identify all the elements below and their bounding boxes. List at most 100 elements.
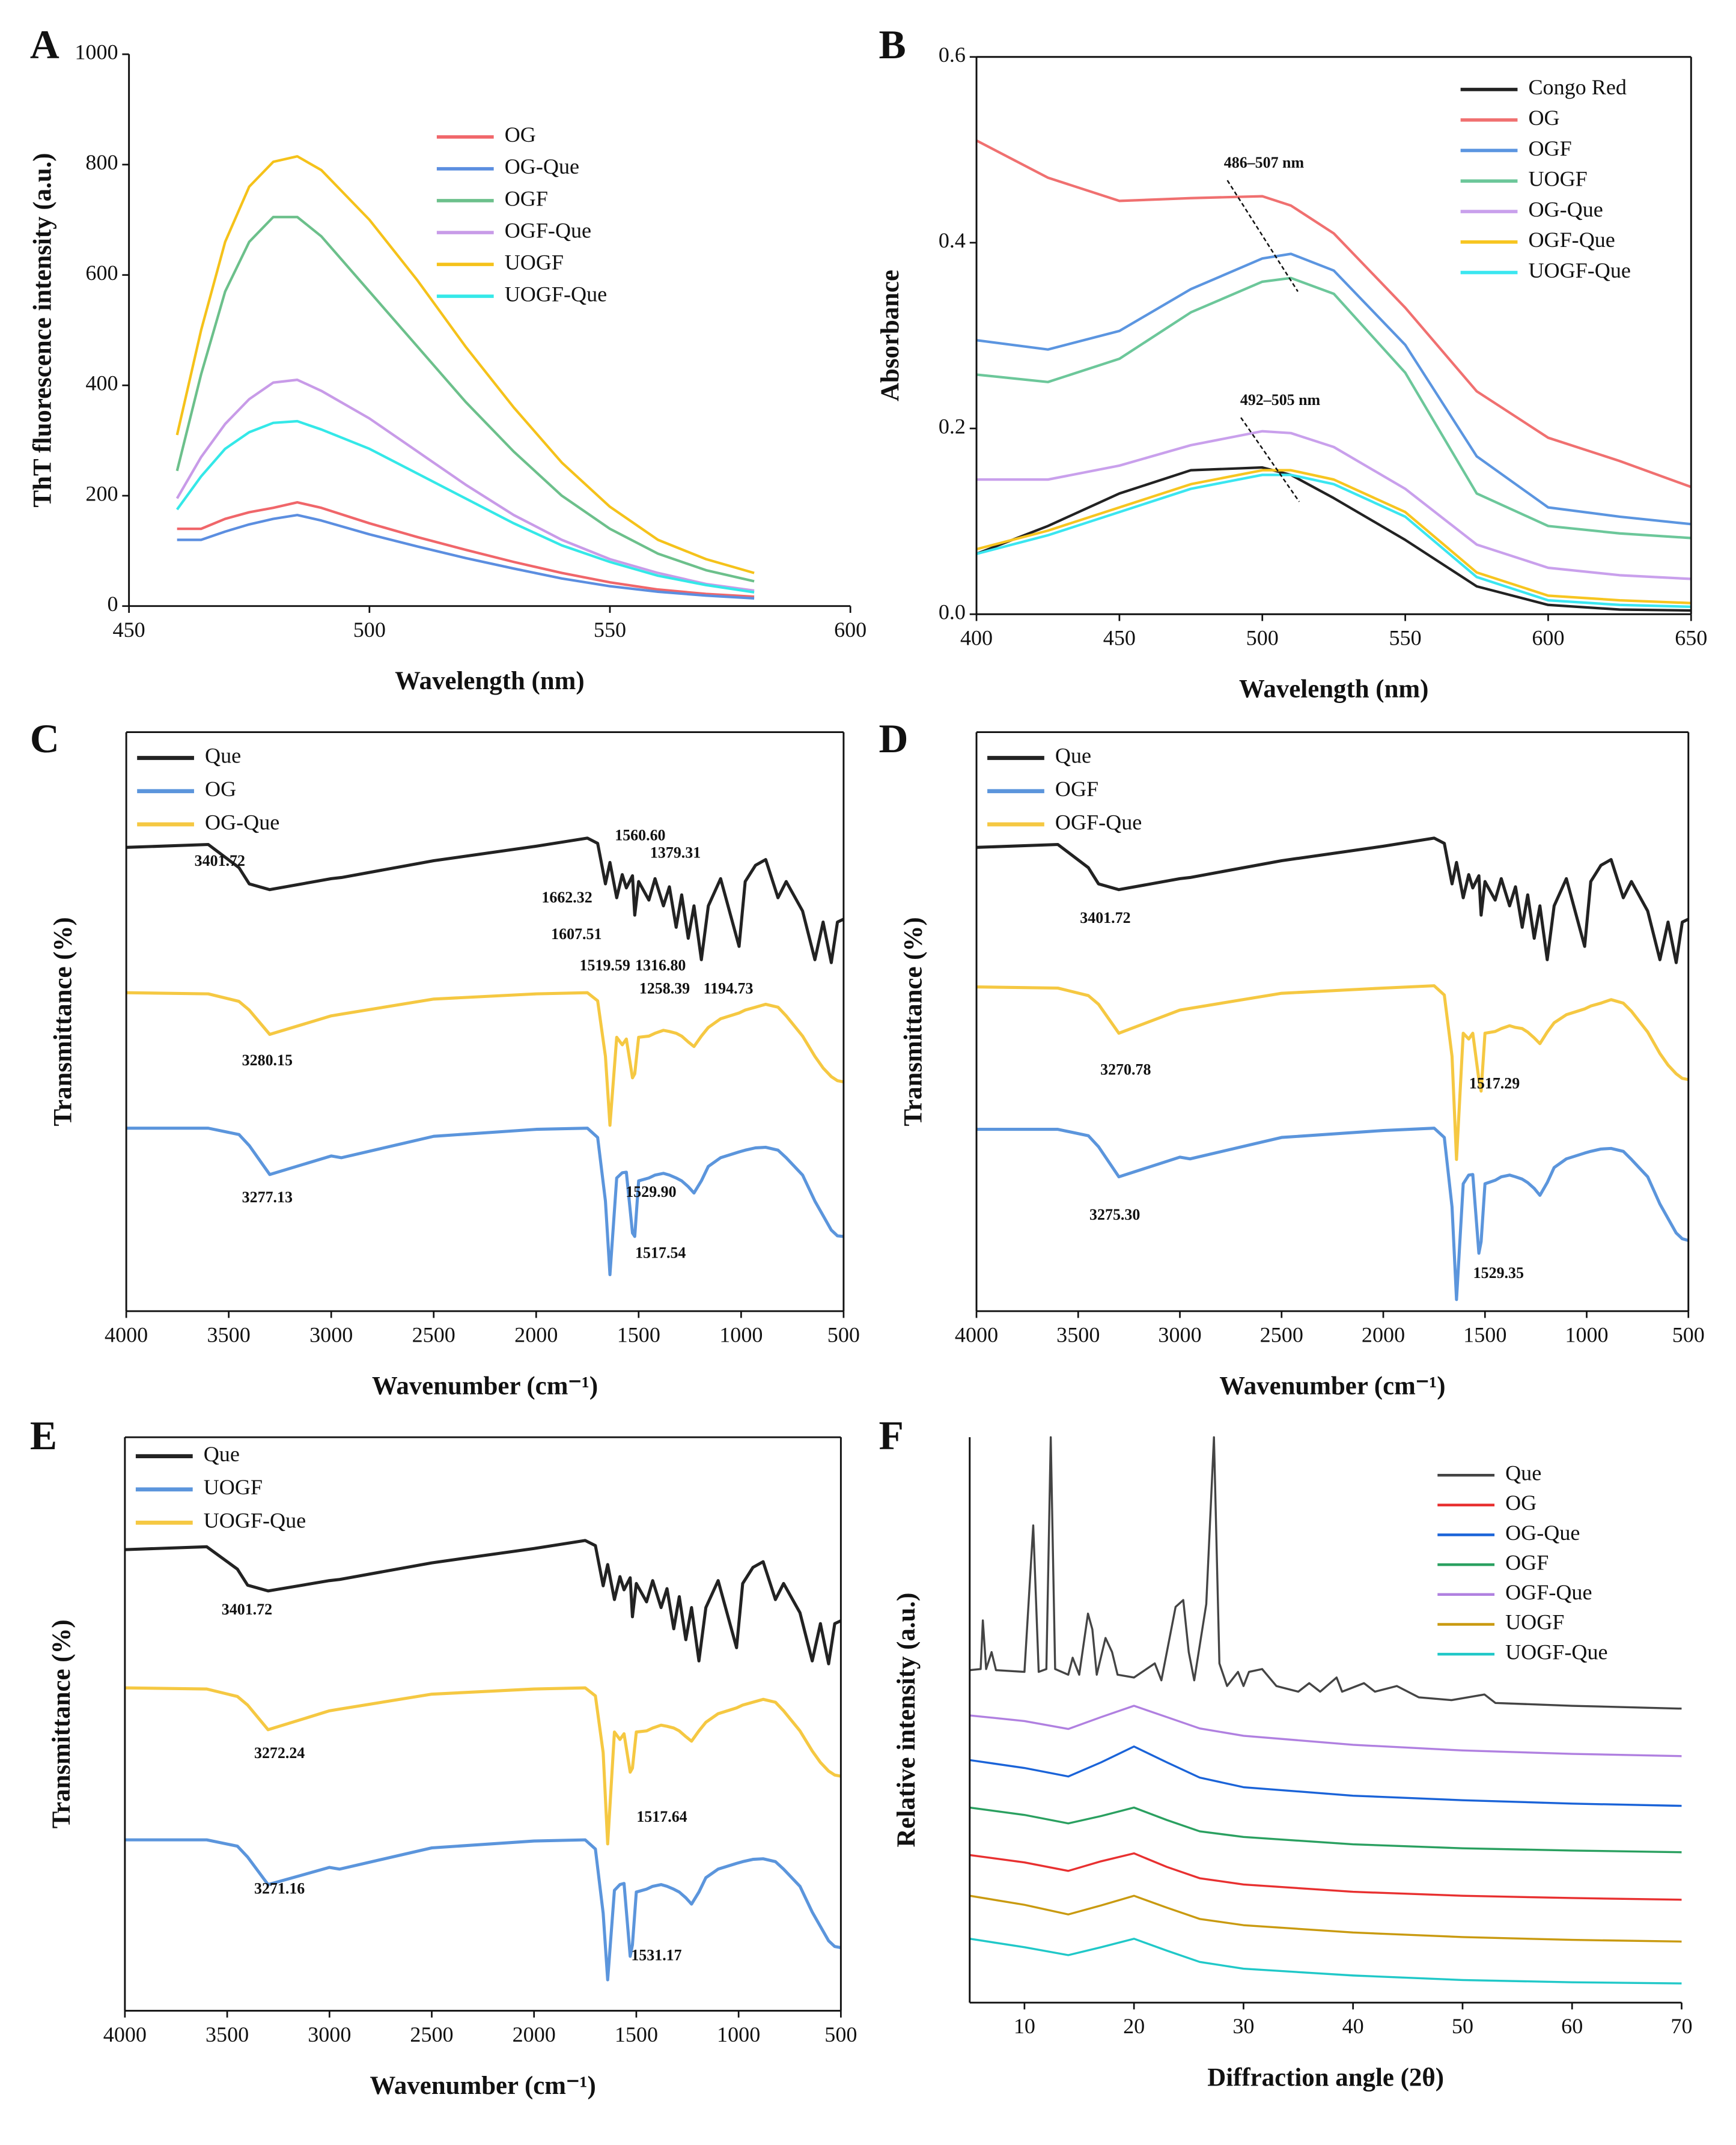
annotation: 1529.35	[1473, 1264, 1524, 1282]
x-tick-label: 2500	[410, 2022, 453, 2046]
legend-label: UOGF	[1505, 1610, 1564, 1634]
series-line	[126, 1127, 844, 1277]
series-line	[969, 1938, 1682, 1985]
legend-label: OGF-Que	[1055, 810, 1142, 834]
legend-label: OG	[1528, 106, 1559, 130]
x-tick-label: 550	[1389, 625, 1422, 650]
y-tick-label: 600	[85, 261, 118, 285]
annotation: 3401.72	[195, 852, 245, 869]
legend-label: Que	[205, 744, 241, 768]
panel-label: B	[879, 22, 906, 67]
x-tick-label: 600	[834, 618, 866, 642]
x-axis-title: Wavelength (nm)	[395, 667, 584, 695]
y-axis-title: ThT fluorescence intensity (a.u.)	[29, 153, 57, 507]
annotation: 1519.59	[580, 957, 630, 974]
x-tick-label: 500	[827, 1322, 860, 1346]
series-line	[175, 419, 755, 594]
annotation: 3401.72	[1080, 909, 1130, 926]
annotation: 1607.51	[551, 925, 602, 943]
legend-label: OG-Que	[1505, 1521, 1580, 1545]
series-line	[976, 430, 1692, 580]
x-axis-title: Wavelength (nm)	[1239, 675, 1428, 704]
legend-label: Que	[1505, 1461, 1541, 1485]
y-axis-title: Transmittance (%)	[49, 917, 77, 1126]
x-axis-title: Wavenumber (cm⁻¹)	[370, 2072, 595, 2100]
series-line	[124, 1686, 841, 1846]
y-tick-label: 0	[108, 592, 118, 616]
y-axis-title: Relative intensity (a.u.)	[892, 1593, 921, 1848]
series-line	[175, 155, 755, 574]
panel-label: D	[879, 716, 909, 761]
legend-label: Congo Red	[1528, 75, 1626, 99]
series-line	[976, 473, 1692, 609]
x-tick-label: 50	[1452, 2014, 1473, 2038]
x-tick-label: 3500	[1056, 1322, 1100, 1346]
x-tick-label: 400	[960, 625, 993, 650]
series-line	[126, 836, 844, 964]
annotation: 3401.72	[222, 1601, 272, 1618]
x-tick-label: 4000	[955, 1322, 998, 1346]
x-axis-title: Wavenumber (cm⁻¹)	[372, 1372, 598, 1401]
x-tick-label: 60	[1561, 2014, 1583, 2038]
x-tick-label: 1000	[1565, 1322, 1608, 1346]
y-tick-label: 400	[85, 371, 118, 395]
x-tick-label: 40	[1342, 2014, 1364, 2038]
x-tick-label: 3000	[1158, 1322, 1201, 1346]
panel-label: E	[30, 1413, 57, 1458]
legend-label: OG	[1505, 1491, 1537, 1515]
legend-label: UOGF	[505, 250, 564, 274]
series-line	[969, 1806, 1682, 1854]
panel-label: A	[30, 22, 59, 67]
x-tick-label: 500	[1672, 1322, 1705, 1346]
y-tick-label: 1000	[75, 40, 118, 64]
legend-label: OGF-Que	[1505, 1580, 1592, 1604]
x-tick-label: 1000	[717, 2022, 760, 2046]
series-line	[976, 139, 1692, 488]
x-tick-label: 1000	[719, 1322, 763, 1346]
series-line	[969, 1894, 1682, 1943]
x-tick-label: 650	[1675, 625, 1707, 650]
legend-label: UOGF-Que	[1505, 1640, 1607, 1664]
x-tick-label: 600	[1532, 625, 1564, 650]
legend-label: OG-Que	[1528, 197, 1603, 221]
annotation: 3271.16	[254, 1880, 305, 1897]
series-line	[126, 991, 844, 1127]
legend-label: OG-Que	[505, 154, 579, 178]
series-line	[175, 379, 755, 592]
legend-label: UOGF-Que	[204, 1508, 306, 1532]
series-line	[969, 1852, 1682, 1901]
legend-label: OGF	[1505, 1550, 1549, 1574]
x-tick-label: 3000	[308, 2022, 351, 2046]
x-tick-label: 550	[594, 618, 626, 642]
series-line	[177, 500, 755, 598]
x-tick-label: 3500	[207, 1322, 251, 1346]
x-tick-label: 2000	[514, 1322, 558, 1346]
x-tick-label: 500	[824, 2022, 857, 2046]
legend-label: UOGF-Que	[1528, 258, 1630, 282]
y-tick-label: 0.0	[939, 600, 966, 624]
legend-label: Que	[1055, 744, 1091, 768]
x-tick-label: 2500	[1260, 1322, 1303, 1346]
annotation: 1379.31	[650, 844, 701, 862]
x-tick-label: 20	[1123, 2014, 1145, 2038]
annotation: 1560.60	[615, 826, 665, 844]
x-tick-label: 10	[1014, 2014, 1035, 2038]
annotation: 1529.90	[626, 1183, 676, 1200]
x-tick-label: 30	[1232, 2014, 1254, 2038]
series-line	[976, 1127, 1689, 1301]
series-line	[969, 1436, 1682, 1710]
legend-label: Que	[204, 1442, 240, 1466]
x-axis-title: Diffraction angle (2θ)	[1207, 2064, 1444, 2092]
annotation: 3272.24	[254, 1744, 305, 1762]
x-tick-label: 1500	[615, 2022, 658, 2046]
y-axis-title: Transmittance (%)	[47, 1619, 76, 1828]
annotation: 1517.29	[1469, 1074, 1520, 1092]
guide-line	[1240, 417, 1300, 502]
x-tick-label: 70	[1671, 2014, 1692, 2038]
x-tick-label: 2000	[513, 2022, 556, 2046]
x-axis-title: Wavenumber (cm⁻¹)	[1219, 1372, 1445, 1401]
series-line	[124, 1539, 841, 1666]
annotation: 1517.64	[636, 1808, 687, 1825]
